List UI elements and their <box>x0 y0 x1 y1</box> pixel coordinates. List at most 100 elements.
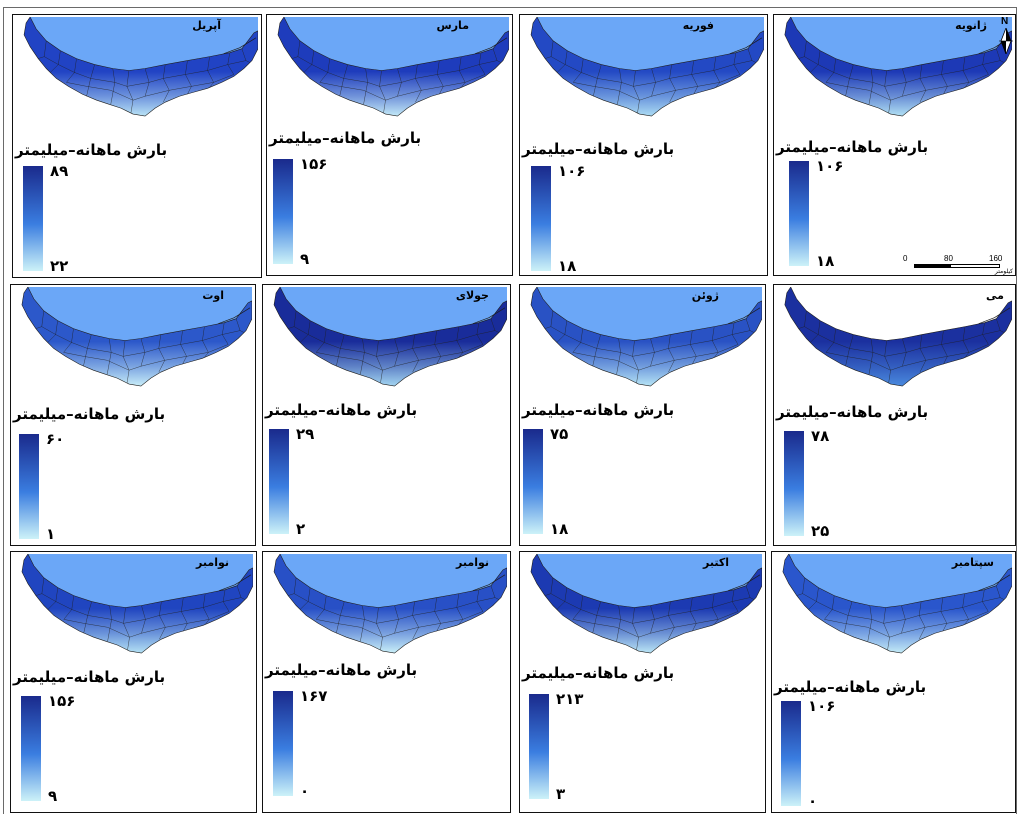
legend-min-value: ۱۸ <box>558 257 577 275</box>
scale-bar: 0 80 160 کیلومتر <box>900 254 1013 276</box>
caspian-sea <box>788 554 1012 608</box>
caspian-sea <box>27 554 253 608</box>
figure-frame <box>3 7 1017 814</box>
province-area <box>530 287 762 387</box>
coastal-spit <box>472 574 506 591</box>
legend-title: بارش ماهانه–میلیمتر <box>776 138 929 156</box>
month-label: ژانویه <box>955 19 987 32</box>
coastal-spit <box>978 574 1011 591</box>
caspian-sea <box>537 17 764 71</box>
legend-color-ramp <box>789 161 809 266</box>
caspian-sea <box>790 17 1012 71</box>
precipitation-map <box>273 554 507 654</box>
precipitation-map <box>23 17 258 117</box>
province-area <box>277 17 509 117</box>
legend-color-ramp <box>529 694 549 799</box>
county-boundaries <box>35 577 246 651</box>
month-label: نوامبر <box>456 556 489 569</box>
month-label: ژوئن <box>691 289 719 302</box>
legend-color-ramp <box>21 696 41 801</box>
north-arrow: N <box>999 17 1013 55</box>
caspian-sea <box>30 17 258 71</box>
coastal-spit <box>978 307 1011 324</box>
county-boundaries <box>545 40 757 114</box>
legend-min-value: ۱۸ <box>550 520 569 538</box>
map-panel: می بارش ماهانه–میلیمتر ۷۸ ۲۵ <box>773 284 1016 546</box>
map-panel: اکتبر بارش ماهانه–میلیمتر ۲۱۳ ۳ <box>519 551 766 813</box>
legend-max-value: ۲۱۳ <box>556 690 584 708</box>
legend-min-value: ۰ <box>808 792 818 810</box>
province-area <box>23 17 258 117</box>
legend-title: بارش ماهانه–میلیمتر <box>522 140 675 158</box>
province-area <box>782 554 1012 654</box>
month-label: اوت <box>202 289 224 302</box>
legend-color-ramp <box>273 159 293 264</box>
map-panel: مارس بارش ماهانه–میلیمتر ۱۵۶ ۹ <box>266 14 513 276</box>
month-label: مارس <box>436 19 469 32</box>
scale-segment-black <box>914 264 950 268</box>
precipitation-map <box>530 287 762 387</box>
province-area <box>784 17 1012 117</box>
legend-max-value: ۸۹ <box>50 162 69 180</box>
coastal-spit <box>728 574 761 591</box>
map-panel: سپتامبر بارش ماهانه–میلیمتر ۱۰۶ ۰ <box>771 551 1016 813</box>
legend-title: بارش ماهانه–میلیمتر <box>776 403 929 421</box>
county-boundaries <box>544 310 755 384</box>
legend-max-value: ۱۰۶ <box>558 162 586 180</box>
county-boundaries <box>288 310 500 384</box>
county-boundaries <box>288 577 500 651</box>
province-area <box>530 554 762 654</box>
caspian-sea <box>280 287 507 341</box>
caspian-sea <box>536 554 762 608</box>
legend-max-value: ۱۵۶ <box>48 692 76 710</box>
county-boundaries <box>291 40 502 114</box>
month-label: جولای <box>455 289 489 302</box>
legend-min-value: ۲۵ <box>811 522 830 540</box>
county-boundaries <box>798 310 1005 384</box>
coastal-spit <box>728 307 761 324</box>
legend-min-value: ۳ <box>556 785 566 803</box>
legend-max-value: ۱۰۶ <box>808 697 836 715</box>
legend-min-value: ۹ <box>48 787 58 805</box>
province-area <box>21 287 252 387</box>
legend-max-value: ۷۵ <box>550 425 569 443</box>
caspian-sea <box>536 287 762 341</box>
legend-color-ramp <box>269 429 289 534</box>
legend-title: بارش ماهانه–میلیمتر <box>269 129 422 147</box>
month-label: می <box>986 289 1004 302</box>
precipitation-map <box>273 287 507 387</box>
province-area <box>21 554 253 654</box>
map-panel: نوامبر بارش ماهانه–میلیمتر ۱۵۶ ۹ <box>10 551 257 813</box>
coastal-spit <box>223 37 257 54</box>
province-area <box>784 287 1012 387</box>
map-panel: جولای بارش ماهانه–میلیمتر ۲۹ ۲ <box>262 284 511 546</box>
legend-title: بارش ماهانه–میلیمتر <box>13 668 166 686</box>
legend-max-value: ۱۰۶ <box>816 157 844 175</box>
province-area <box>273 554 507 654</box>
map-panel: ژانویه بارش ماهانه–میلیمتر ۱۰۶ ۱۸ <box>773 14 1016 276</box>
coastal-spit <box>729 37 763 54</box>
precipitation-map <box>530 17 764 117</box>
north-label: N <box>1001 16 1009 27</box>
legend-title: بارش ماهانه–میلیمتر <box>522 401 675 419</box>
month-label: سپتامبر <box>951 556 994 569</box>
legend-color-ramp <box>19 434 39 539</box>
precipitation-map <box>784 17 1012 117</box>
legend-color-ramp <box>273 691 293 796</box>
scale-label: 160 <box>989 254 1003 263</box>
county-boundaries <box>796 577 1005 651</box>
coastal-spit <box>218 307 251 324</box>
legend-min-value: ۹ <box>300 250 310 268</box>
month-label: نوامبر <box>196 556 229 569</box>
legend-color-ramp <box>781 701 801 806</box>
legend-min-value: ۲ <box>296 520 306 538</box>
scale-label: 0 <box>903 254 908 263</box>
month-label: فوریه <box>682 19 714 32</box>
legend-min-value: ۰ <box>300 782 310 800</box>
precipitation-map <box>277 17 509 117</box>
map-panel: ژوئن بارش ماهانه–میلیمتر ۷۵ ۱۸ <box>519 284 766 546</box>
precipitation-map <box>21 287 252 387</box>
county-boundaries <box>35 310 245 384</box>
month-label: اکتبر <box>703 556 729 569</box>
coastal-spit <box>475 37 508 54</box>
